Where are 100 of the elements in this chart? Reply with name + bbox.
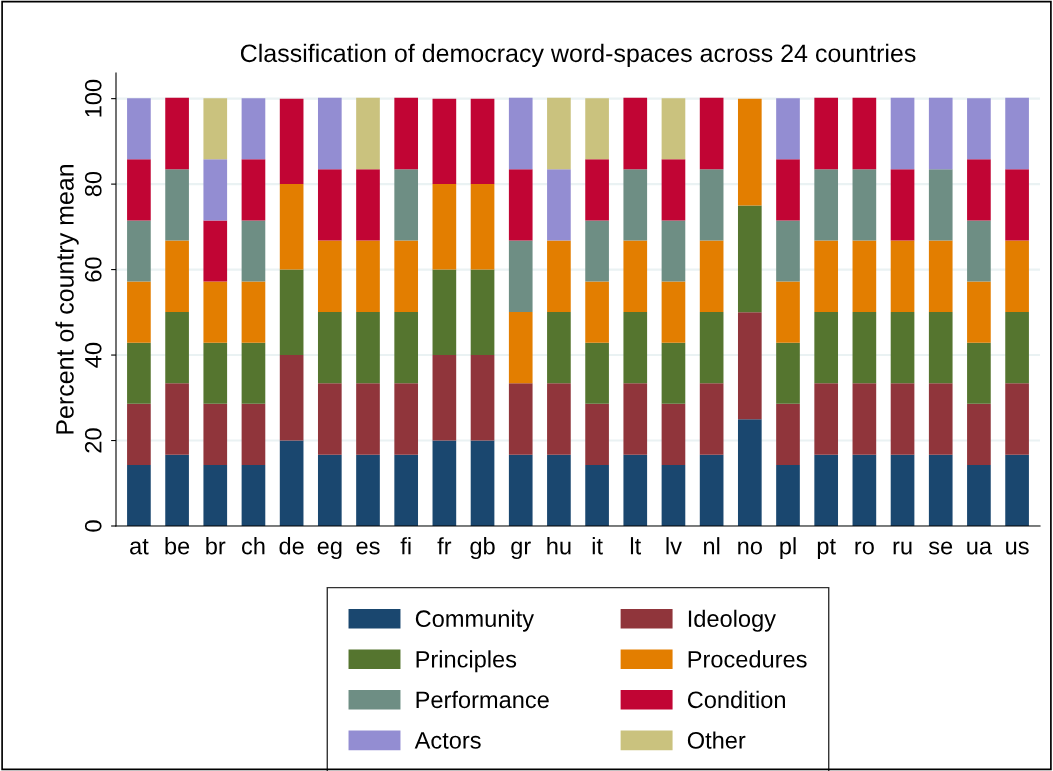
bar [852,454,877,526]
legend-label: Principles [416,650,517,673]
bar [508,383,533,455]
bar [890,240,915,312]
bar [241,220,266,282]
bar [165,383,189,455]
bar [890,169,915,241]
bar [699,97,724,170]
bar [317,383,342,455]
bar [661,159,686,221]
bar [699,383,724,455]
bar [585,281,609,343]
bar [776,342,800,404]
bar [585,220,609,282]
legend-label: Community [415,609,534,632]
bar [203,464,228,526]
bar [699,454,724,526]
bar [890,454,915,526]
legend-label: Procedures [688,650,807,668]
x-tick-label: es [356,541,380,555]
bar [356,169,380,241]
bar [928,383,953,455]
legend-label: Performance [416,690,549,709]
bar [928,97,953,170]
bar [203,403,228,465]
bar [776,403,800,465]
bar [852,169,877,241]
bar [317,169,342,241]
bar [814,169,839,241]
bar [127,281,151,343]
x-tick-label: de [279,537,304,555]
bar [356,383,380,455]
bar [928,311,953,384]
bar [623,97,648,170]
bar [470,98,495,185]
bar [737,98,762,206]
bar [1005,169,1029,241]
bar [432,440,457,526]
bar [967,403,991,465]
bar [394,97,419,170]
bar [241,342,266,404]
bar [165,311,189,384]
bar [470,355,495,441]
bar [127,464,151,526]
bar [203,159,228,221]
bar [317,240,342,312]
bar [776,98,800,160]
bar [623,454,648,526]
bar [317,97,342,170]
bar [127,342,151,404]
bar [1005,240,1029,312]
y-tick-label: 0 [84,520,102,532]
bar [203,342,228,404]
x-tick-label: fr [437,537,452,555]
bar [508,169,533,241]
bar [814,454,839,526]
bar [776,281,800,343]
x-tick-label: ua [967,541,993,555]
bar [967,281,991,343]
bar [890,383,915,455]
legend-label: Actors [414,732,481,749]
bar [127,159,151,221]
bar [1005,97,1029,170]
bar [623,311,648,384]
chart-title: Classification of democracy word-spaces across 24 countries [240,43,916,68]
bar [852,97,877,170]
bar [127,98,151,160]
bar [356,240,380,312]
bar [890,97,915,170]
bar [776,464,800,526]
bar [394,383,419,455]
bar [394,240,419,312]
bar [394,169,419,241]
bar [1005,383,1029,455]
bar [699,169,724,241]
y-tick-label: 60 [84,257,102,282]
bar [776,220,800,282]
bar [165,240,189,312]
x-tick-label: it [592,537,603,555]
bar [241,403,266,465]
bar [508,311,533,384]
bar [585,342,609,404]
bar [432,269,457,356]
bar [241,98,266,160]
bar [203,281,228,343]
bar [852,383,877,455]
x-tick-label: eg [317,541,342,560]
bar [470,269,495,356]
bar [1005,311,1029,384]
x-tick-label: ru [893,541,912,555]
bar [547,311,571,384]
bar [203,98,228,160]
y-tick-label: 20 [84,428,102,453]
x-tick-label: be [165,537,190,555]
bar [623,169,648,241]
bar [508,240,533,312]
bar [432,98,457,185]
bar [699,240,724,312]
bar [279,98,304,185]
bar [127,220,151,282]
